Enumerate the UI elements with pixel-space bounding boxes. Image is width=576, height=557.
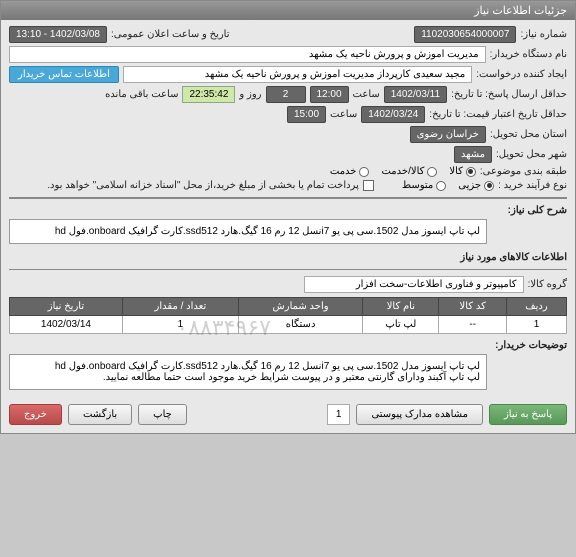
validity-label: حداقل تاریخ اعتبار قیمت: تا تاریخ: [429, 109, 567, 120]
attachments-button[interactable]: مشاهده مدارک پیوستی [356, 404, 483, 425]
explain-box: لپ تاپ ایسوز مدل 1502.سی پی یو i7نسل 12 … [9, 354, 487, 390]
back-button[interactable]: بازگشت [68, 404, 132, 425]
deadline-date: 1402/03/11 [384, 86, 447, 103]
th-row: ردیف [506, 298, 566, 316]
deadline-label: حداقل ارسال پاسخ: تا تاریخ: [451, 89, 567, 100]
radio-service[interactable]: خدمت [330, 166, 370, 177]
creator-label: ایجاد کننده درخواست: [476, 69, 567, 80]
td-qty: 1 [122, 316, 238, 334]
remaining-time: 22:35:42 [182, 86, 235, 103]
city-field: مشهد [454, 146, 492, 163]
announce-field: 1402/03/08 - 13:10 [9, 26, 107, 43]
radio-goods-service[interactable]: کالا/خدمت [381, 166, 437, 177]
radio-dot-icon [436, 181, 446, 191]
need-no-label: شماره نیاز: [520, 29, 567, 40]
th-unit: واحد شمارش [238, 298, 362, 316]
radio-partial[interactable]: جزیی [458, 180, 494, 191]
respond-button[interactable]: پاسخ به نیاز [489, 404, 567, 425]
need-no-field: 1102030654000007 [414, 26, 516, 43]
process-radio-group: جزیی متوسط [402, 180, 494, 191]
group-label: گروه کالا: [528, 279, 567, 290]
button-bar: پاسخ به نیاز مشاهده مدارک پیوستی 1 چاپ ب… [1, 396, 575, 433]
category-radio-group: کالا کالا/خدمت خدمت [330, 166, 476, 177]
items-table: ردیف کد کالا نام کالا واحد شمارش تعداد /… [9, 297, 567, 334]
province-label: استان محل تحویل: [490, 129, 567, 140]
explain-label: توضیحات خریدار: [495, 340, 567, 351]
city-label: شهر محل تحویل: [496, 149, 567, 160]
remaining-label: ساعت باقی مانده [105, 89, 178, 100]
form-area: شماره نیاز: 1102030654000007 تاریخ و ساع… [1, 20, 575, 396]
radio-dot-icon [427, 167, 437, 177]
desc-box: لپ تاپ ایسوز مدل 1502.سی پی یو i7نسل 12 … [9, 219, 487, 244]
th-name: نام کالا [363, 298, 439, 316]
td-code: -- [439, 316, 506, 334]
deadline-time: 12:00 [310, 86, 349, 103]
td-row: 1 [506, 316, 566, 334]
buyer-field: مدیریت اموزش و پرورش ناحیه یک مشهد [9, 46, 486, 63]
days-field: 2 [266, 86, 306, 103]
th-date: تاریخ نیاز [10, 298, 123, 316]
radio-dot-icon [466, 167, 476, 177]
deadline-time-label: ساعت [353, 89, 380, 100]
pager[interactable]: 1 [327, 404, 351, 425]
radio-medium[interactable]: متوسط [402, 180, 446, 191]
contact-buyer-button[interactable]: اطلاعات تماس خریدار [9, 66, 119, 83]
table-title: اطلاعات کالاهای مورد نیاز [460, 252, 567, 263]
radio-dot-icon [484, 181, 494, 191]
td-unit: دستگاه [238, 316, 362, 334]
buyer-label: نام دستگاه خریدار: [490, 49, 567, 60]
creator-field: مجید سعیدی کارپرداز مدیریت اموزش و پرورش… [123, 66, 472, 83]
payment-note: پرداخت تمام یا بخشی از مبلغ خرید،از محل … [47, 180, 359, 191]
table-row[interactable]: 1 -- لپ تاپ دستگاه 1 1402/03/14 [10, 316, 567, 334]
print-button[interactable]: چاپ [138, 404, 187, 425]
radio-goods[interactable]: کالا [449, 166, 476, 177]
desc-label: شرح کلی نیاز: [508, 205, 567, 216]
titlebar: جزئیات اطلاعات نیاز [1, 1, 575, 20]
th-code: کد کالا [439, 298, 506, 316]
days-label: روز و [239, 89, 261, 100]
validity-time: 15:00 [287, 106, 326, 123]
announce-label: تاریخ و ساعت اعلان عمومی: [111, 29, 230, 40]
td-name: لپ تاپ [363, 316, 439, 334]
province-field: خراسان رضوی [410, 126, 486, 143]
validity-time-label: ساعت [330, 109, 357, 120]
payment-checkbox[interactable] [363, 180, 374, 191]
category-label: طبقه بندی موضوعی: [480, 166, 567, 177]
table-header-row: ردیف کد کالا نام کالا واحد شمارش تعداد /… [10, 298, 567, 316]
validity-date: 1402/03/24 [361, 106, 425, 123]
process-label: نوع فرآیند خرید : [498, 180, 567, 191]
window-root: جزئیات اطلاعات نیاز شماره نیاز: 11020306… [0, 0, 576, 434]
td-date: 1402/03/14 [10, 316, 123, 334]
group-field: کامپیوتر و فناوری اطلاعات-سخت افزار [304, 276, 524, 293]
th-qty: تعداد / مقدار [122, 298, 238, 316]
exit-button[interactable]: خروج [9, 404, 62, 425]
radio-dot-icon [359, 167, 369, 177]
